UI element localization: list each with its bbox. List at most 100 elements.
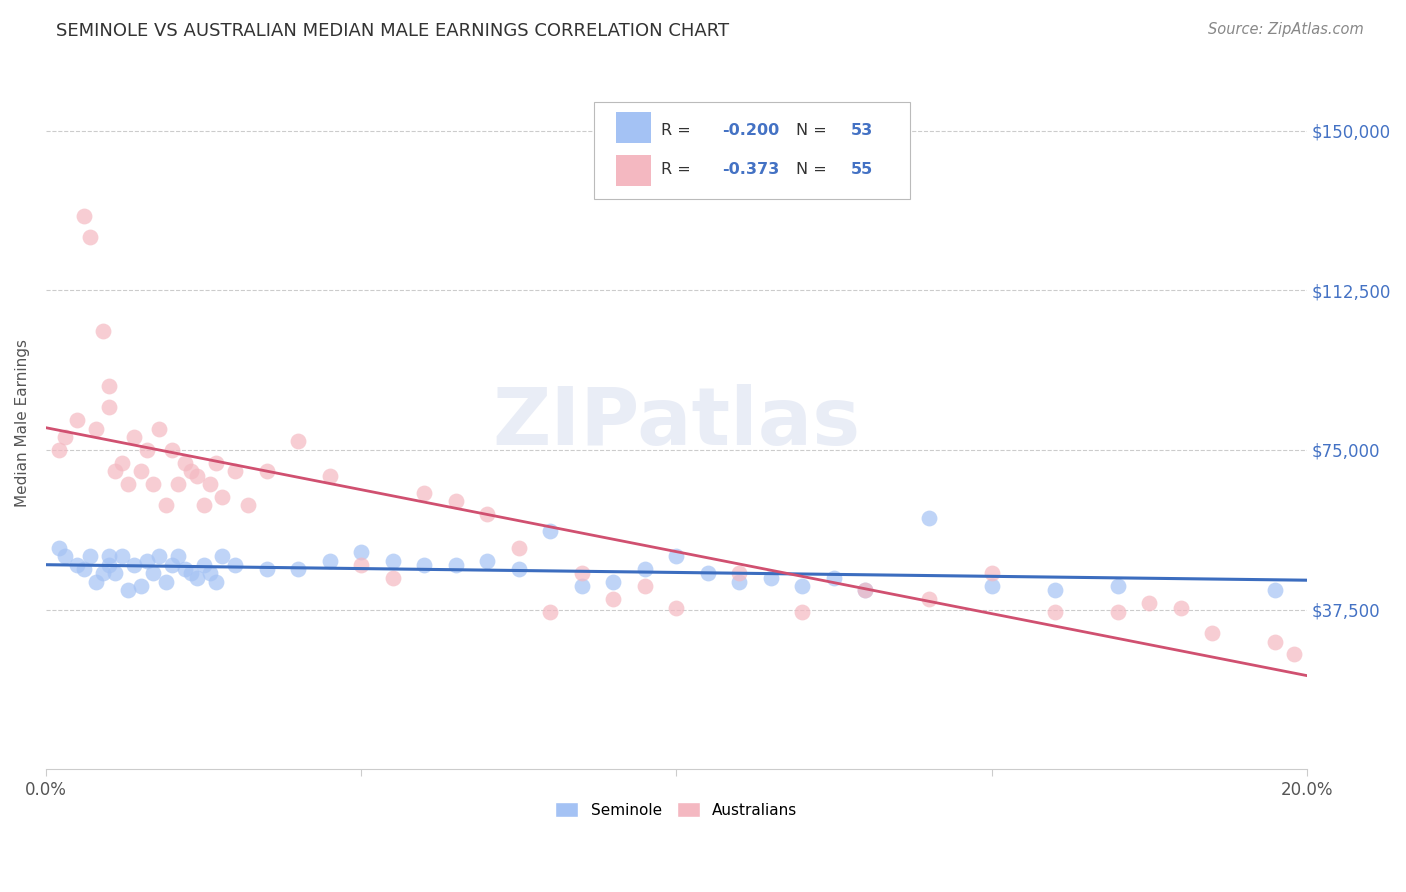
- Point: [508, 541, 530, 555]
- Point: [160, 558, 183, 572]
- Point: [198, 477, 221, 491]
- Point: [759, 571, 782, 585]
- Point: [211, 549, 233, 564]
- Point: [1107, 605, 1129, 619]
- Point: [111, 456, 134, 470]
- Point: [287, 434, 309, 449]
- Point: [186, 571, 208, 585]
- Point: [180, 464, 202, 478]
- Point: [1107, 579, 1129, 593]
- Text: -0.200: -0.200: [721, 123, 779, 137]
- Point: [79, 549, 101, 564]
- Point: [1201, 626, 1223, 640]
- Text: R =: R =: [661, 123, 696, 137]
- Point: [98, 401, 121, 415]
- Point: [1043, 605, 1066, 619]
- Text: Source: ZipAtlas.com: Source: ZipAtlas.com: [1208, 22, 1364, 37]
- Point: [917, 511, 939, 525]
- Point: [135, 442, 157, 457]
- Point: [350, 545, 373, 559]
- Point: [167, 549, 190, 564]
- Point: [173, 456, 195, 470]
- Point: [287, 562, 309, 576]
- Point: [98, 558, 121, 572]
- Point: [193, 558, 215, 572]
- Text: SEMINOLE VS AUSTRALIAN MEDIAN MALE EARNINGS CORRELATION CHART: SEMINOLE VS AUSTRALIAN MEDIAN MALE EARNI…: [56, 22, 730, 40]
- Point: [180, 566, 202, 581]
- Point: [91, 324, 114, 338]
- Point: [117, 583, 139, 598]
- Point: [318, 554, 340, 568]
- Point: [602, 592, 624, 607]
- FancyBboxPatch shape: [595, 102, 910, 199]
- Point: [86, 422, 108, 436]
- Point: [53, 549, 76, 564]
- Point: [98, 549, 121, 564]
- Point: [167, 477, 190, 491]
- Point: [236, 499, 259, 513]
- Point: [86, 574, 108, 589]
- Point: [728, 574, 751, 589]
- Text: 55: 55: [851, 162, 873, 178]
- Point: [444, 558, 467, 572]
- Point: [79, 230, 101, 244]
- Point: [73, 209, 96, 223]
- Point: [66, 413, 89, 427]
- Point: [160, 442, 183, 457]
- Point: [917, 592, 939, 607]
- Text: N =: N =: [796, 123, 832, 137]
- Point: [173, 562, 195, 576]
- Point: [148, 422, 170, 436]
- Point: [413, 558, 436, 572]
- Point: [728, 566, 751, 581]
- Point: [155, 499, 177, 513]
- Point: [224, 464, 246, 478]
- Point: [193, 499, 215, 513]
- Bar: [616, 112, 651, 143]
- Legend: Seminole, Australians: Seminole, Australians: [550, 797, 803, 824]
- Point: [571, 579, 593, 593]
- Point: [256, 562, 278, 576]
- Point: [980, 579, 1002, 593]
- Point: [48, 442, 70, 457]
- Point: [198, 566, 221, 581]
- Text: R =: R =: [661, 162, 696, 178]
- Point: [444, 494, 467, 508]
- Point: [186, 468, 208, 483]
- Point: [155, 574, 177, 589]
- Point: [696, 566, 718, 581]
- Y-axis label: Median Male Earnings: Median Male Earnings: [15, 339, 30, 508]
- Text: 53: 53: [851, 123, 873, 137]
- Point: [224, 558, 246, 572]
- Point: [665, 549, 688, 564]
- Point: [142, 477, 165, 491]
- Point: [1043, 583, 1066, 598]
- Point: [98, 379, 121, 393]
- Point: [129, 579, 152, 593]
- Point: [53, 430, 76, 444]
- Point: [477, 554, 499, 568]
- Text: N =: N =: [796, 162, 832, 178]
- Point: [381, 571, 404, 585]
- Point: [571, 566, 593, 581]
- Point: [634, 562, 657, 576]
- Point: [318, 468, 340, 483]
- Point: [413, 485, 436, 500]
- Point: [91, 566, 114, 581]
- Point: [66, 558, 89, 572]
- Point: [1137, 596, 1160, 610]
- Point: [855, 583, 877, 598]
- Point: [135, 554, 157, 568]
- Point: [665, 600, 688, 615]
- Point: [1282, 648, 1305, 662]
- Point: [104, 566, 127, 581]
- Point: [122, 558, 145, 572]
- Point: [477, 507, 499, 521]
- Bar: [616, 155, 651, 186]
- Point: [104, 464, 127, 478]
- Point: [792, 579, 814, 593]
- Point: [1170, 600, 1192, 615]
- Point: [823, 571, 845, 585]
- Point: [980, 566, 1002, 581]
- Text: ZIPatlas: ZIPatlas: [492, 384, 860, 462]
